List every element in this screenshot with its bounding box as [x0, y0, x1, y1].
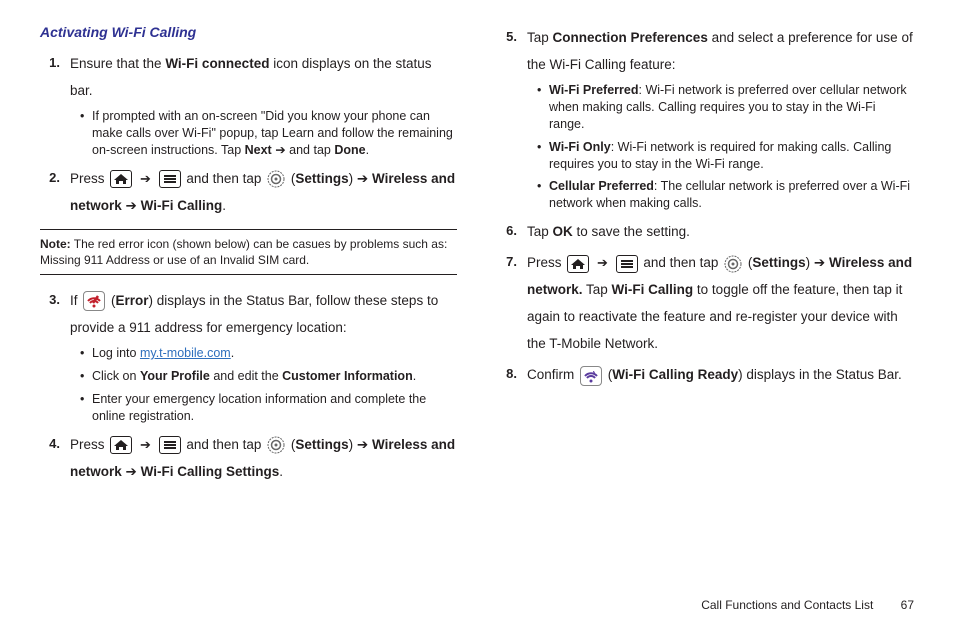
step-3: 3. If (Error) displays in the Status Bar…	[40, 287, 457, 341]
gear-icon	[724, 255, 742, 273]
step-number: 2.	[40, 165, 70, 219]
bullet-item: •Enter your emergency location informati…	[80, 391, 457, 425]
step-5: 5. Tap Connection Preferences and select…	[497, 24, 914, 78]
step-7: 7. Press ➔ and then tap (Settings) ➔ Wir…	[497, 249, 914, 357]
step-number: 3.	[40, 287, 70, 341]
footer-section: Call Functions and Contacts List	[701, 598, 873, 612]
error-wifi-icon	[83, 291, 105, 311]
wifi-ready-icon	[580, 366, 602, 386]
step-body: If (Error) displays in the Status Bar, f…	[70, 287, 457, 341]
section-title: Activating Wi-Fi Calling	[40, 24, 457, 40]
step-body: Confirm (Wi-Fi Calling Ready) displays i…	[527, 361, 914, 388]
step-1: 1. Ensure that the Wi-Fi connected icon …	[40, 50, 457, 104]
menu-icon	[159, 436, 181, 454]
step-number: 1.	[40, 50, 70, 104]
bullet-item: •Click on Your Profile and edit the Cust…	[80, 368, 457, 385]
step-body: Tap Connection Preferences and select a …	[527, 24, 914, 78]
bullet-item: •Wi-Fi Preferred: Wi-Fi network is prefe…	[537, 82, 914, 133]
step-2: 2. Press ➔ and then tap (Settings) ➔ Wir…	[40, 165, 457, 219]
step-body: Press ➔ and then tap (Settings) ➔ Wirele…	[70, 431, 457, 485]
bullet-item: •Cellular Preferred: The cellular networ…	[537, 178, 914, 212]
gear-icon	[267, 436, 285, 454]
home-icon	[110, 170, 132, 188]
home-icon	[110, 436, 132, 454]
bullet-item: •Wi-Fi Only: Wi-Fi network is required f…	[537, 139, 914, 173]
step-8: 8. Confirm (Wi-Fi Calling Ready) display…	[497, 361, 914, 388]
step-body: Press ➔ and then tap (Settings) ➔ Wirele…	[527, 249, 914, 357]
step-body: Tap OK to save the setting.	[527, 218, 914, 245]
note-block: Note: The red error icon (shown below) c…	[40, 229, 457, 275]
menu-icon	[159, 170, 181, 188]
tmobile-link[interactable]: my.t-mobile.com	[140, 346, 231, 360]
step-6: 6. Tap OK to save the setting.	[497, 218, 914, 245]
right-column: 5. Tap Connection Preferences and select…	[497, 24, 914, 489]
step-number: 6.	[497, 218, 527, 245]
step-4: 4. Press ➔ and then tap (Settings) ➔ Wir…	[40, 431, 457, 485]
left-column: Activating Wi-Fi Calling 1. Ensure that …	[40, 24, 457, 489]
home-icon	[567, 255, 589, 273]
menu-icon	[616, 255, 638, 273]
step-number: 8.	[497, 361, 527, 388]
bullet-item: • If prompted with an on-screen "Did you…	[80, 108, 457, 159]
step-body: Ensure that the Wi-Fi connected icon dis…	[70, 50, 457, 104]
page-number: 67	[901, 598, 914, 612]
gear-icon	[267, 170, 285, 188]
step-number: 4.	[40, 431, 70, 485]
page-footer: Call Functions and Contacts List 67	[701, 598, 914, 612]
step-body: Press ➔ and then tap (Settings) ➔ Wirele…	[70, 165, 457, 219]
step-number: 5.	[497, 24, 527, 78]
bullet-item: •Log into my.t-mobile.com.	[80, 345, 457, 362]
step-number: 7.	[497, 249, 527, 357]
